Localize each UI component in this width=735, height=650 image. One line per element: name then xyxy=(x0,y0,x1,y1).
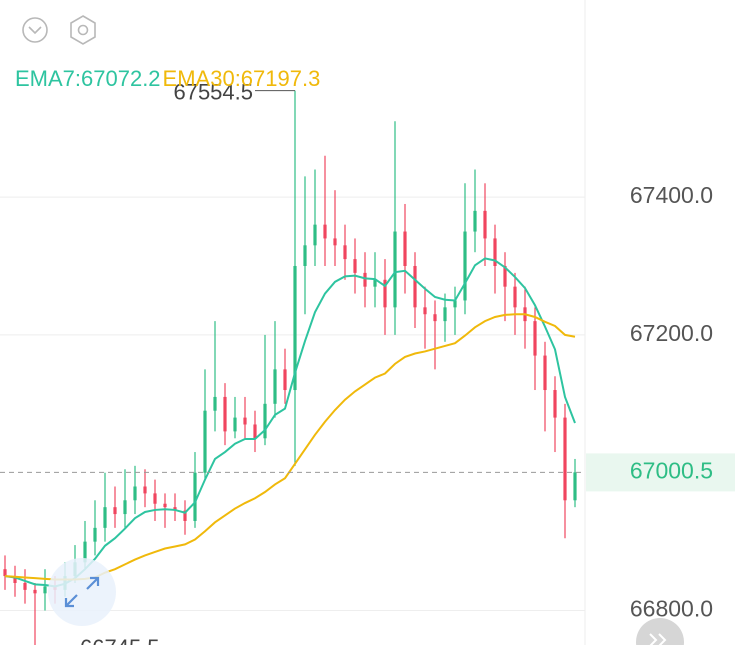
y-tick-label: 67400.0 xyxy=(630,182,713,208)
candle-body xyxy=(13,576,17,583)
candle-body xyxy=(43,586,47,594)
settings-button[interactable] xyxy=(70,15,96,45)
candle-body xyxy=(453,300,457,308)
candle-body xyxy=(493,238,497,266)
candle-body xyxy=(83,541,87,563)
candle-body xyxy=(283,369,287,391)
candle-body xyxy=(353,259,357,273)
candle-body xyxy=(273,369,277,404)
candle-body xyxy=(113,507,117,515)
y-tick-label: 67200.0 xyxy=(630,320,713,346)
legend-entry: EMA7:67072.2 xyxy=(15,66,161,91)
candle-body xyxy=(563,417,567,501)
candle-body xyxy=(263,403,267,439)
y-tick-label: 66800.0 xyxy=(630,596,713,622)
candle-body xyxy=(443,307,447,322)
candle-body xyxy=(293,265,297,391)
collapse-button[interactable] xyxy=(22,17,48,43)
candle-body xyxy=(3,569,7,577)
candle-body xyxy=(213,396,217,411)
candle-body xyxy=(183,510,187,521)
candle-body xyxy=(373,279,377,287)
candle-body xyxy=(163,503,167,508)
candle-body xyxy=(153,493,157,504)
ema-line xyxy=(4,257,576,588)
candle-body xyxy=(533,321,537,356)
expand-button[interactable] xyxy=(48,558,116,626)
candle-body xyxy=(423,307,427,315)
legend-entry: EMA30:67197.3 xyxy=(163,66,321,91)
candle-body xyxy=(303,245,307,266)
candle-body xyxy=(33,589,37,594)
scroll-latest-button[interactable] xyxy=(636,618,684,650)
min-label: 66745.5 xyxy=(80,635,160,645)
candle-body xyxy=(483,210,487,239)
last-price-badge xyxy=(586,453,735,492)
price-axis-panel xyxy=(585,0,735,645)
candle-body xyxy=(253,424,257,439)
candle-body xyxy=(123,500,127,515)
candle-body xyxy=(573,472,577,501)
candle-body xyxy=(333,238,337,246)
candle-body xyxy=(133,486,137,501)
candle-body xyxy=(233,417,237,432)
price-axis: 67400.0 67200.0 66800.0 67000.5 xyxy=(586,182,735,622)
candle-body xyxy=(413,265,417,308)
candle-body xyxy=(103,507,107,528)
candle-body xyxy=(383,279,387,308)
last-price-label: 67000.5 xyxy=(630,457,713,483)
candle-body xyxy=(173,507,177,511)
candle-body xyxy=(433,314,437,322)
candle-body xyxy=(223,396,227,432)
candle-body xyxy=(503,265,507,287)
candle-body xyxy=(193,472,197,521)
candle-body xyxy=(473,210,477,232)
candle-body xyxy=(93,527,97,542)
candle-body xyxy=(543,355,547,391)
max-label: 67554.5 xyxy=(173,79,253,104)
candle-body xyxy=(463,231,467,301)
candle-body xyxy=(243,417,247,425)
candle-body xyxy=(403,231,407,266)
candle-body xyxy=(323,224,327,239)
plot-area: 67554.5 66745.5 xyxy=(0,79,585,650)
candle-body xyxy=(513,286,517,308)
candle-body xyxy=(393,231,397,308)
candle-body xyxy=(343,245,347,260)
candle-body xyxy=(143,486,147,494)
candle-body xyxy=(313,224,317,246)
candle-body xyxy=(203,410,207,473)
candle-body xyxy=(23,582,27,590)
candle-body xyxy=(363,272,367,287)
candle-body xyxy=(553,390,557,418)
legend: EMA7:67072.2 EMA30:67197.3 xyxy=(15,66,320,91)
